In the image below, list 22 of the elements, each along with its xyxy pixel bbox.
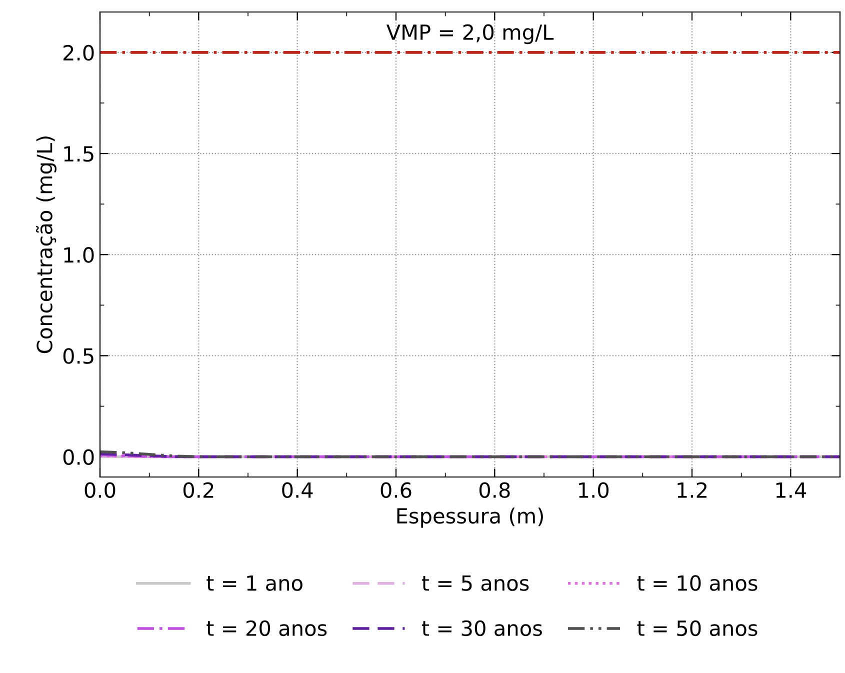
legend-label: t = 30 anos [422,620,542,636]
x-axis-title: Espessura (m) [397,508,543,528]
y-tick-label: 1.5 [64,146,94,162]
x-tick-label: 0.2 [183,482,214,498]
x-tick-label: 1.4 [776,482,806,498]
x-tick-label: 0.8 [479,482,510,498]
y-tick-label: 0.5 [63,348,94,364]
x-tick-label: 0.6 [380,482,412,498]
legend-label: t = 10 anos [637,575,758,591]
legend-label: t = 50 anos [637,620,758,636]
legend-label: t = 20 anos [206,620,327,636]
y-axis-title: Concentração (mg/L) [36,136,56,354]
x-tick-label: 1.2 [678,482,706,498]
y-tick-label: 2.0 [64,44,94,61]
ref-line-label: VMP = 2,0 mg/L [386,24,554,44]
legend-label: t = 1 ano [206,575,302,591]
x-tick-label: 1.0 [579,482,609,498]
y-tick-label: 0.0 [63,449,94,465]
legend-label: t = 5 anos [422,575,529,591]
x-tick-label: 0.4 [282,482,313,498]
x-tick-label: 0.0 [84,482,116,498]
y-tick-label: 1.0 [64,247,94,263]
